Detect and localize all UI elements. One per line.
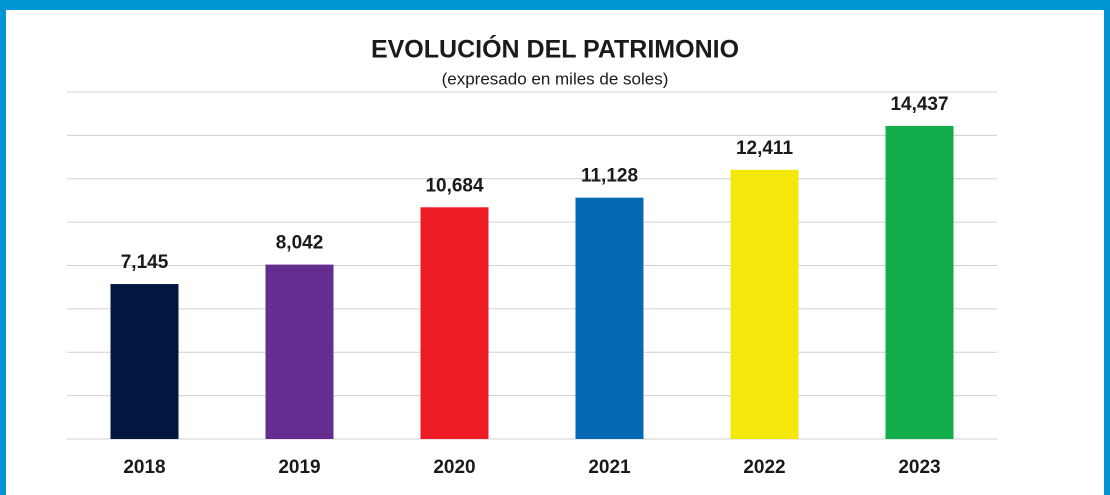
x-tick-label: 2021 <box>588 457 631 478</box>
x-tick-label: 2019 <box>278 457 320 478</box>
bar <box>730 169 799 440</box>
x-tick-label: 2020 <box>433 457 475 478</box>
data-label: 11,128 <box>581 166 638 187</box>
data-label: 8,042 <box>276 233 324 254</box>
data-label: 10,684 <box>425 175 484 196</box>
x-tick-label: 2022 <box>743 457 785 478</box>
bar <box>420 207 489 439</box>
bar <box>885 125 954 440</box>
bar <box>265 264 334 439</box>
x-tick-label: 2018 <box>123 457 165 478</box>
bar <box>575 197 644 439</box>
x-tick-label: 2023 <box>898 457 940 478</box>
chart-title: EVOLUCIÓN DEL PATRIMONIO <box>371 34 739 64</box>
data-label: 14,437 <box>890 94 948 115</box>
data-label: 12,411 <box>736 138 793 159</box>
data-label: 7,145 <box>121 252 169 273</box>
bar <box>110 284 179 439</box>
chart-subtitle: (expresado en miles de soles) <box>442 69 669 88</box>
